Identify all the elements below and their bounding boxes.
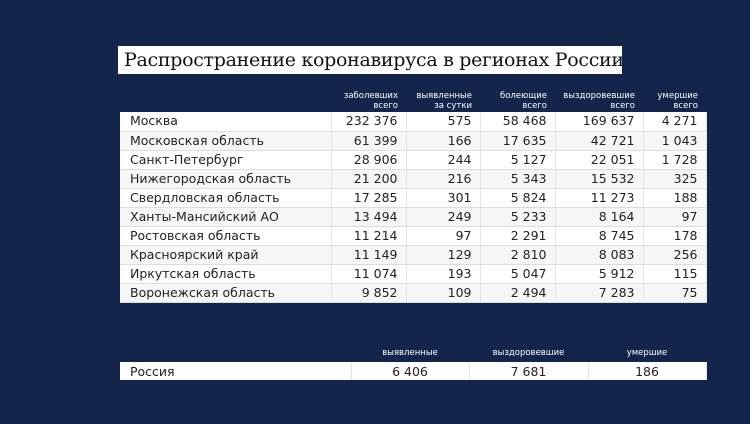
- cell-value: 244: [406, 150, 481, 170]
- cell-value: 7 283: [555, 283, 644, 303]
- cell-value: 5 343: [480, 169, 556, 189]
- table-row: Ханты-Мансийский АО 13 494 249 5 233 8 164 97: [120, 207, 707, 227]
- cell-value: 5 233: [480, 207, 556, 227]
- header-line: выявленные: [416, 91, 472, 101]
- russia-total-table: Россия 6 406 7 681 186: [120, 362, 707, 380]
- cell-value: 325: [643, 169, 707, 189]
- table-row: Иркутская область 11 074 193 5 047 5 912 115: [120, 264, 707, 284]
- column-header-daily: выявленные за сутки: [406, 91, 480, 111]
- region-name: Ростовская область: [120, 226, 332, 246]
- column-header-total: заболевших всего: [331, 91, 406, 111]
- cell-value: 42 721: [555, 131, 644, 151]
- cell-value: 5 047: [480, 264, 556, 284]
- region-name: Москва: [120, 112, 332, 132]
- table-row: Воронежская область 9 852 109 2 494 7 283 75: [120, 283, 707, 303]
- cell-value: 58 468: [480, 112, 556, 132]
- table-row: Свердловская область 17 285 301 5 824 11 273…: [120, 188, 707, 208]
- cell-value: 75: [643, 283, 707, 303]
- total-recovered: 7 681: [469, 362, 589, 380]
- regions-table: Москва 232 376 575 58 468 169 637 4 271 Москов…: [120, 112, 707, 303]
- cell-value: 1 043: [643, 131, 707, 151]
- cell-value: 15 532: [555, 169, 644, 189]
- cell-value: 61 399: [331, 131, 407, 151]
- cell-value: 17 285: [331, 188, 407, 208]
- cell-value: 2 291: [480, 226, 556, 246]
- cell-value: 166: [406, 131, 481, 151]
- header-line: болеющие: [499, 91, 547, 101]
- cell-value: 8 745: [555, 226, 644, 246]
- cell-value: 129: [406, 245, 481, 265]
- header-line: всего: [610, 101, 635, 111]
- cell-value: 109: [406, 283, 481, 303]
- cell-value: 11 149: [331, 245, 407, 265]
- cell-value: 115: [643, 264, 707, 284]
- cell-value: 169 637: [555, 112, 644, 132]
- table-row: Нижегородская область 21 200 216 5 343 15 53…: [120, 169, 707, 189]
- total-header-detected: выявленные: [382, 348, 438, 358]
- cell-value: 22 051: [555, 150, 644, 170]
- region-name: Россия: [120, 362, 352, 380]
- region-name: Красноярский край: [120, 245, 332, 265]
- cell-value: 8 164: [555, 207, 644, 227]
- cell-value: 256: [643, 245, 707, 265]
- table-row: Санкт-Петербург 28 906 244 5 127 22 051 1 728: [120, 150, 707, 170]
- cell-value: 178: [643, 226, 707, 246]
- table-row: Россия 6 406 7 681 186: [120, 362, 707, 380]
- cell-value: 216: [406, 169, 481, 189]
- cell-value: 11 214: [331, 226, 407, 246]
- total-deaths: 186: [588, 362, 707, 380]
- region-name: Нижегородская область: [120, 169, 332, 189]
- table-row: Московская область 61 399 166 17 635 42 721 1…: [120, 131, 707, 151]
- region-name: Воронежская область: [120, 283, 332, 303]
- cell-value: 28 906: [331, 150, 407, 170]
- column-header-recovered: выздоровевшие всего: [555, 91, 643, 111]
- header-line: всего: [673, 101, 698, 111]
- header-line: умершие: [657, 91, 698, 101]
- header-line: выздоровевшие: [563, 91, 635, 101]
- cell-value: 249: [406, 207, 481, 227]
- table-row: Москва 232 376 575 58 468 169 637 4 271: [120, 112, 707, 132]
- region-name: Санкт-Петербург: [120, 150, 332, 170]
- cell-value: 11 273: [555, 188, 644, 208]
- cell-value: 5 912: [555, 264, 644, 284]
- cell-value: 193: [406, 264, 481, 284]
- cell-value: 4 271: [643, 112, 707, 132]
- page-title: Распространение коронавируса в регионах …: [118, 46, 622, 74]
- cell-value: 188: [643, 188, 707, 208]
- cell-value: 2 494: [480, 283, 556, 303]
- cell-value: 1 728: [643, 150, 707, 170]
- cell-value: 13 494: [331, 207, 407, 227]
- table-row: Красноярский край 11 149 129 2 810 8 083 256: [120, 245, 707, 265]
- total-header-recovered: выздоровевшие: [492, 348, 565, 358]
- header-line: за сутки: [434, 101, 472, 111]
- cell-value: 9 852: [331, 283, 407, 303]
- region-name: Свердловская область: [120, 188, 332, 208]
- region-name: Иркутская область: [120, 264, 332, 284]
- total-detected: 6 406: [351, 362, 470, 380]
- header-line: всего: [522, 101, 547, 111]
- cell-value: 97: [643, 207, 707, 227]
- cell-value: 5 127: [480, 150, 556, 170]
- cell-value: 97: [406, 226, 481, 246]
- cell-value: 301: [406, 188, 481, 208]
- cell-value: 575: [406, 112, 481, 132]
- header-line: заболевших: [343, 91, 398, 101]
- column-header-active: болеющие всего: [480, 91, 555, 111]
- header-line: всего: [373, 101, 398, 111]
- region-name: Ханты-Мансийский АО: [120, 207, 332, 227]
- cell-value: 17 635: [480, 131, 556, 151]
- cell-value: 232 376: [331, 112, 407, 132]
- table-row: Ростовская область 11 214 97 2 291 8 745 178: [120, 226, 707, 246]
- total-header-deaths: умершие: [626, 348, 668, 358]
- region-name: Московская область: [120, 131, 332, 151]
- cell-value: 2 810: [480, 245, 556, 265]
- cell-value: 11 074: [331, 264, 407, 284]
- cell-value: 5 824: [480, 188, 556, 208]
- cell-value: 8 083: [555, 245, 644, 265]
- cell-value: 21 200: [331, 169, 407, 189]
- column-header-deaths: умершие всего: [643, 91, 706, 111]
